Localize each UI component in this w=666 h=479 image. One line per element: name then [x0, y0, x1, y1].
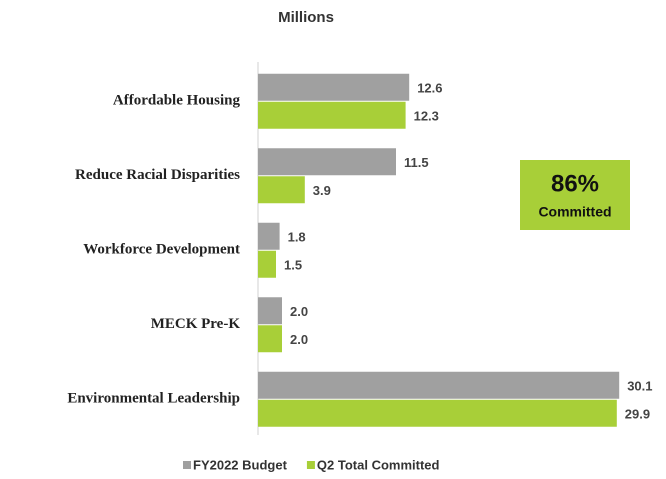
value-label: 12.6	[417, 81, 442, 96]
value-label: 29.9	[625, 407, 650, 422]
category-label: Affordable Housing	[113, 93, 241, 109]
value-label: 3.9	[313, 183, 331, 198]
bar	[258, 222, 280, 250]
value-label: 12.3	[414, 109, 439, 124]
value-label: 30.1	[627, 379, 652, 394]
category-label: Environmental Leadership	[67, 391, 240, 407]
category-label: Reduce Racial Disparities	[75, 167, 240, 183]
annotation-box	[520, 160, 630, 230]
chart-title: Millions	[278, 9, 334, 26]
bar	[258, 325, 282, 353]
bar	[258, 176, 305, 204]
bar	[258, 399, 617, 427]
bar	[258, 73, 410, 101]
value-label: 11.5	[404, 155, 429, 170]
value-label: 1.8	[288, 230, 306, 245]
value-label: 1.5	[284, 258, 302, 273]
annotation-value: 86%	[551, 170, 599, 197]
bar	[258, 101, 406, 129]
bar	[258, 297, 282, 325]
legend-swatch	[306, 461, 315, 469]
legend-label: FY2022 Budget	[193, 457, 288, 472]
value-label: 2.0	[290, 304, 308, 319]
bar	[258, 148, 396, 176]
legend-label: Q2 Total Committed	[317, 457, 440, 472]
bar	[258, 371, 620, 399]
bar	[258, 250, 276, 278]
legend-swatch	[183, 461, 191, 469]
category-label: MECK Pre-K	[151, 316, 241, 332]
value-label: 2.0	[290, 332, 308, 347]
annotation-text: Committed	[538, 204, 611, 220]
category-label: Workforce Development	[83, 242, 240, 258]
